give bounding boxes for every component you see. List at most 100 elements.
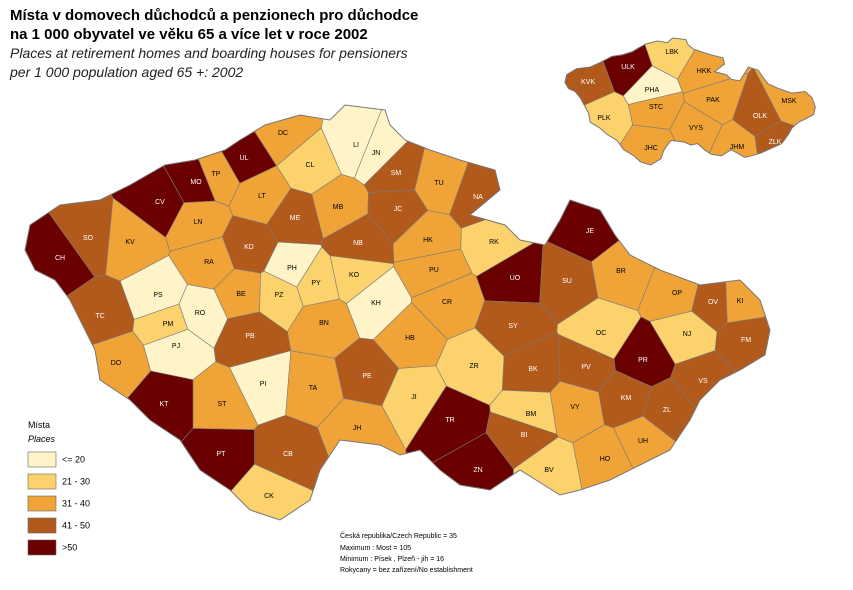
area-code: SY	[508, 323, 518, 330]
area-code: NB	[353, 240, 363, 247]
area-code: MO	[190, 179, 202, 186]
area-code: KI	[737, 298, 744, 305]
area-code: LN	[194, 219, 203, 226]
area-code: MSK	[781, 98, 797, 105]
area-code: RA	[204, 259, 214, 266]
border	[564, 37, 816, 166]
subtitle: per 1 000 population aged 65 +: 2002	[9, 64, 243, 80]
region	[565, 91, 633, 165]
area-code: ZN	[473, 467, 482, 474]
area-code: PH	[287, 265, 297, 272]
area-code: HKK	[697, 68, 712, 75]
area-code: HB	[405, 335, 415, 342]
legend-title: Místa	[28, 420, 50, 430]
legend-subtitle: Places	[28, 434, 56, 444]
area-code: ULK	[621, 64, 635, 71]
districts-layer	[25, 105, 770, 520]
area-code: SM	[391, 170, 402, 177]
district	[642, 377, 770, 520]
area-code: LI	[353, 142, 359, 149]
area-code: BI	[521, 432, 528, 439]
legend-swatch	[27, 451, 57, 468]
legend-label: <= 20	[62, 454, 85, 464]
district	[449, 105, 573, 229]
area-code: UH	[638, 438, 648, 445]
district	[613, 415, 770, 520]
area-code: PZ	[275, 292, 285, 299]
note: Rokycany = bez zařízení/No establishment	[340, 567, 473, 574]
area-code: VS	[698, 378, 708, 385]
area-code: HK	[423, 237, 433, 244]
area-code: CB	[283, 451, 293, 458]
legend-label: 31 - 40	[62, 498, 90, 508]
legend-label: 21 - 30	[62, 476, 90, 486]
note: Česká republika/Czech Republic = 35	[340, 531, 457, 540]
note: Minimum : Písek , Plzeň - jih = 16	[340, 556, 444, 563]
district	[691, 188, 728, 333]
area-code: PHA	[645, 87, 660, 94]
area-code: OP	[672, 290, 682, 297]
area-code: SU	[562, 278, 572, 285]
area-code: KD	[244, 244, 254, 251]
area-code: JH	[353, 425, 362, 432]
area-code: MB	[333, 204, 344, 211]
area-code: BM	[526, 411, 537, 418]
area-code: JE	[586, 228, 595, 235]
area-code: SO	[83, 235, 94, 242]
area-code: CH	[55, 255, 65, 262]
legend-label: >50	[62, 542, 77, 552]
area-code: RK	[489, 239, 499, 246]
area-code: PR	[638, 357, 648, 364]
area-code: ZLK	[769, 139, 782, 146]
area-code: UL	[240, 155, 249, 162]
area-code: KVK	[581, 79, 595, 86]
area-code: JC	[394, 206, 403, 213]
area-code: STC	[649, 104, 663, 111]
area-code: TR	[445, 417, 454, 424]
area-code: BK	[528, 366, 538, 373]
area-code: ST	[218, 401, 228, 408]
area-code: TP	[212, 171, 221, 178]
area-code: KV	[125, 239, 135, 246]
area-code: BV	[544, 467, 554, 474]
area-code: HO	[600, 456, 611, 463]
district	[25, 330, 152, 520]
area-code: TC	[95, 313, 104, 320]
legend-swatch	[27, 517, 57, 534]
area-code: PE	[362, 373, 372, 380]
area-code: CL	[306, 162, 315, 169]
area-code: BN	[319, 320, 329, 327]
area-code: CK	[264, 493, 274, 500]
area-code: NA	[473, 194, 483, 201]
district	[714, 303, 770, 497]
area-code: PS	[153, 292, 163, 299]
area-code: PT	[217, 451, 227, 458]
area-code: LBK	[665, 49, 679, 56]
area-code: PV	[581, 364, 591, 371]
area-code: PU	[429, 267, 439, 274]
area-code: TU	[434, 180, 443, 187]
area-code: CV	[155, 199, 165, 206]
area-code: KT	[160, 401, 170, 408]
area-code: BE	[236, 291, 246, 298]
area-code: NJ	[683, 331, 692, 338]
area-code: UO	[510, 275, 521, 282]
area-code: DO	[111, 360, 122, 367]
area-code: LT	[258, 193, 266, 200]
legend-swatch	[27, 539, 57, 556]
area-code: VYS	[689, 125, 703, 132]
area-code: PB	[245, 333, 255, 340]
area-code: OV	[708, 299, 718, 306]
area-code: KO	[349, 272, 360, 279]
area-code: RO	[195, 310, 206, 317]
area-code: OC	[596, 330, 607, 337]
region	[754, 120, 816, 165]
border	[24, 104, 771, 521]
area-code: PM	[163, 321, 174, 328]
area-code: PAK	[706, 97, 720, 104]
subtitle: Places at retirement homes and boarding …	[10, 45, 408, 61]
area-code: JI	[411, 394, 417, 401]
area-code: CR	[442, 299, 452, 306]
area-code: PI	[260, 381, 267, 388]
